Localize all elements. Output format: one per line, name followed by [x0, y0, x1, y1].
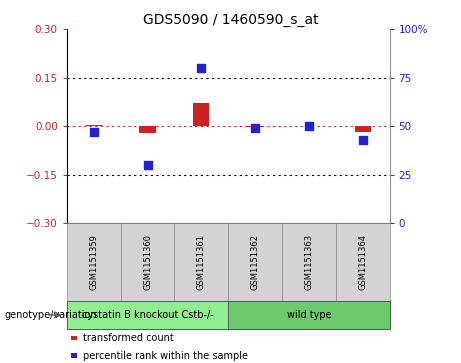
- Point: [359, 137, 366, 143]
- Bar: [355, 126, 371, 132]
- Point: [251, 125, 259, 131]
- Text: transformed count: transformed count: [83, 333, 174, 343]
- Point: [198, 65, 205, 71]
- Point: [90, 129, 97, 135]
- Text: GSM1151360: GSM1151360: [143, 234, 152, 290]
- Bar: [139, 126, 155, 133]
- Text: genotype/variation: genotype/variation: [5, 310, 97, 320]
- Text: GDS5090 / 1460590_s_at: GDS5090 / 1460590_s_at: [143, 13, 318, 27]
- Text: GSM1151361: GSM1151361: [197, 234, 206, 290]
- Point: [305, 123, 313, 129]
- Bar: [193, 103, 209, 126]
- Bar: [247, 126, 263, 127]
- Text: GSM1151359: GSM1151359: [89, 234, 98, 290]
- Text: wild type: wild type: [287, 310, 331, 320]
- Text: cystatin B knockout Cstb-/-: cystatin B knockout Cstb-/-: [82, 310, 213, 320]
- Text: percentile rank within the sample: percentile rank within the sample: [83, 351, 248, 360]
- Point: [144, 162, 151, 168]
- Bar: [86, 125, 102, 126]
- Text: GSM1151364: GSM1151364: [358, 234, 367, 290]
- Text: GSM1151362: GSM1151362: [251, 234, 260, 290]
- Text: GSM1151363: GSM1151363: [304, 234, 313, 290]
